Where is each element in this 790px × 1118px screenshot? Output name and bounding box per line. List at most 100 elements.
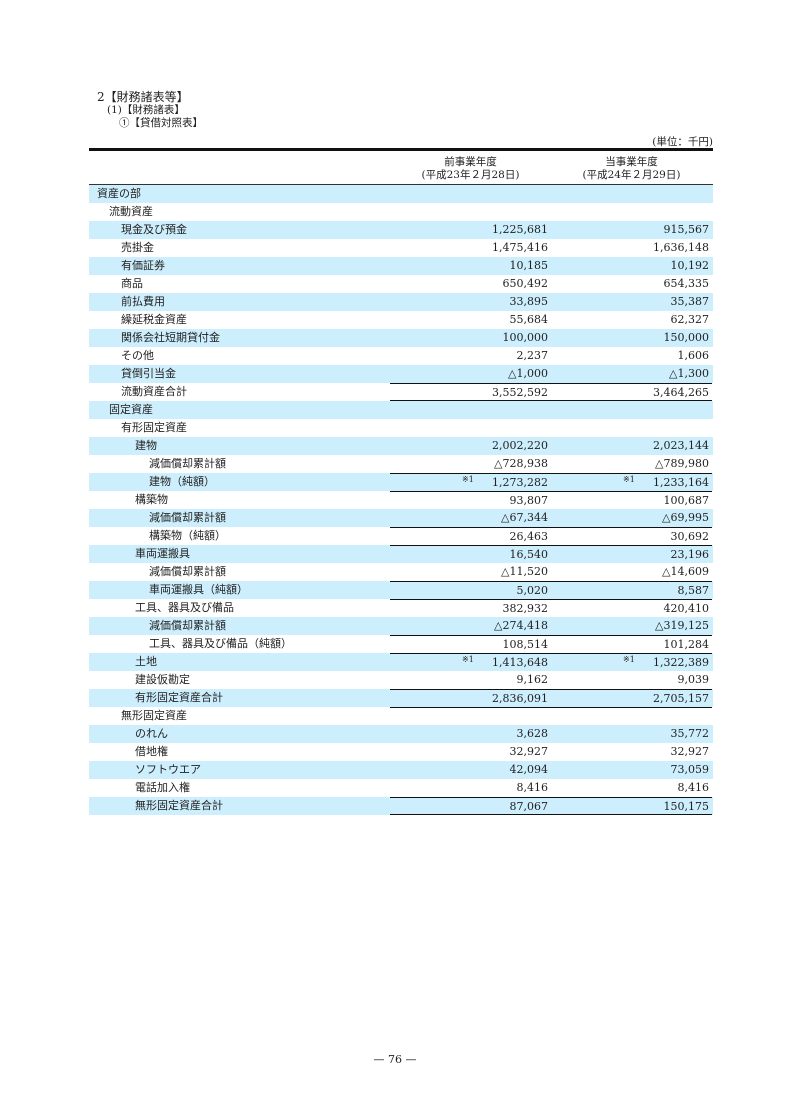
value-text: 654,335 [663, 277, 710, 290]
value-text: 32,927 [670, 745, 710, 758]
value-prev: 382,932 [390, 599, 551, 617]
row-label: 建物（純額） [149, 475, 215, 488]
value-text: 382,932 [502, 602, 549, 615]
value-text: △319,125 [655, 619, 709, 632]
value-text: 9,039 [677, 673, 710, 686]
value-text: 101,284 [663, 638, 710, 651]
row-label: 売掛金 [121, 241, 154, 254]
value-text: △728,938 [494, 457, 548, 470]
value-curr: ※1 1,322,389 [551, 653, 712, 671]
row-label: 構築物（純額） [149, 529, 226, 542]
row-label: 繰延税金資産 [121, 313, 187, 326]
table-row: ソフトウエア 42,094 73,059 [89, 761, 713, 779]
value-curr: 30,692 [551, 527, 712, 545]
table-row: 商品 650,492 654,335 [89, 275, 713, 293]
row-label: 建設仮勘定 [135, 673, 190, 686]
value-text: 2,836,091 [492, 692, 548, 705]
value-text: △274,418 [494, 619, 548, 632]
value-curr: 100,687 [551, 491, 712, 509]
row-label: 無形固定資産合計 [135, 799, 223, 812]
table-row: 有形固定資産 [89, 419, 713, 437]
row-label: 資産の部 [97, 187, 141, 200]
table-row: 貸倒引当金 △1,000 △1,300 [89, 365, 713, 383]
value-curr: 35,772 [551, 725, 712, 743]
value-prev: △728,938 [390, 455, 551, 473]
value-curr: 8,416 [551, 779, 712, 797]
value-curr: 1,636,148 [551, 239, 712, 257]
value-curr: 1,606 [551, 347, 712, 365]
row-label: 商品 [121, 277, 143, 290]
value-text: 100,687 [663, 494, 710, 507]
value-text: 1,225,681 [492, 223, 548, 236]
value-text: 1,475,416 [492, 241, 548, 254]
column-header-curr: 当事業年度 (平成24年２月29日) [582, 156, 681, 181]
table-row: 構築物 93,807 100,687 [89, 491, 713, 509]
value-text: 8,416 [677, 781, 710, 794]
row-label: 減価償却累計額 [149, 511, 226, 524]
value-text: 55,684 [509, 313, 549, 326]
value-prev: 55,684 [390, 311, 551, 329]
value-curr: 3,464,265 [551, 383, 712, 401]
value-text: 30,692 [670, 530, 710, 543]
row-label: 無形固定資産 [121, 709, 187, 722]
table-row: 建物（純額） ※1 1,273,282 ※1 1,233,164 [89, 473, 713, 491]
value-text: 93,807 [509, 494, 549, 507]
row-label: 減価償却累計額 [149, 619, 226, 632]
value-prev: 5,020 [390, 581, 551, 599]
value-text: 2,237 [516, 349, 549, 362]
row-label: のれん [135, 727, 168, 740]
value-prev: 100,000 [390, 329, 551, 347]
value-prev: 3,628 [390, 725, 551, 743]
value-curr: 654,335 [551, 275, 712, 293]
table-row: その他 2,237 1,606 [89, 347, 713, 365]
table-row: 有形固定資産合計 2,836,091 2,705,157 [89, 689, 713, 707]
value-curr [551, 185, 712, 203]
value-text: 150,000 [663, 331, 710, 344]
page-number: — 76 — [373, 1053, 417, 1066]
value-prev [390, 203, 551, 221]
value-prev: △11,520 [390, 563, 551, 581]
value-text: 108,514 [502, 638, 549, 651]
value-prev: 42,094 [390, 761, 551, 779]
row-label: ソフトウエア [135, 763, 201, 776]
value-text: 420,410 [663, 602, 710, 615]
value-curr [551, 203, 712, 221]
value-text: 87,067 [509, 800, 549, 813]
value-prev [390, 401, 551, 419]
table-heading: ①【貸借対照表】 [119, 117, 203, 129]
table-row: 建設仮勘定 9,162 9,039 [89, 671, 713, 689]
value-text: 73,059 [670, 763, 710, 776]
value-curr: 62,327 [551, 311, 712, 329]
table-row: 車両運搬具 16,540 23,196 [89, 545, 713, 563]
value-curr: 2,023,144 [551, 437, 712, 455]
value-text: 9,162 [516, 673, 549, 686]
table-row: 現金及び預金 1,225,681 915,567 [89, 221, 713, 239]
value-text: 1,322,389 [653, 656, 709, 669]
value-text: △789,980 [655, 457, 709, 470]
table-row: 構築物（純額） 26,463 30,692 [89, 527, 713, 545]
column-header-prev: 前事業年度 (平成23年２月28日) [421, 156, 520, 181]
value-curr: 8,587 [551, 581, 712, 599]
value-prev: 1,475,416 [390, 239, 551, 257]
value-curr: 35,387 [551, 293, 712, 311]
value-text: 2,705,157 [653, 692, 709, 705]
value-curr: 73,059 [551, 761, 712, 779]
value-curr: 101,284 [551, 635, 712, 653]
value-text: 3,464,265 [653, 386, 709, 399]
row-label: 減価償却累計額 [149, 457, 226, 470]
value-text: △1,000 [508, 367, 548, 380]
value-prev: 93,807 [390, 491, 551, 509]
value-text: 1,636,148 [653, 241, 709, 254]
value-text: 5,020 [516, 584, 549, 597]
footnote-mark: ※1 [462, 475, 474, 484]
table-row: 減価償却累計額 △274,418 △319,125 [89, 617, 713, 635]
row-label: 土地 [135, 655, 157, 668]
value-text: 10,185 [509, 259, 549, 272]
value-curr: 2,705,157 [551, 689, 712, 707]
table-row: 車両運搬具（純額） 5,020 8,587 [89, 581, 713, 599]
table-row: 借地権 32,927 32,927 [89, 743, 713, 761]
row-label: 有価証券 [121, 259, 165, 272]
table-row: 関係会社短期貸付金 100,000 150,000 [89, 329, 713, 347]
row-label: 車両運搬具（純額） [149, 583, 248, 596]
